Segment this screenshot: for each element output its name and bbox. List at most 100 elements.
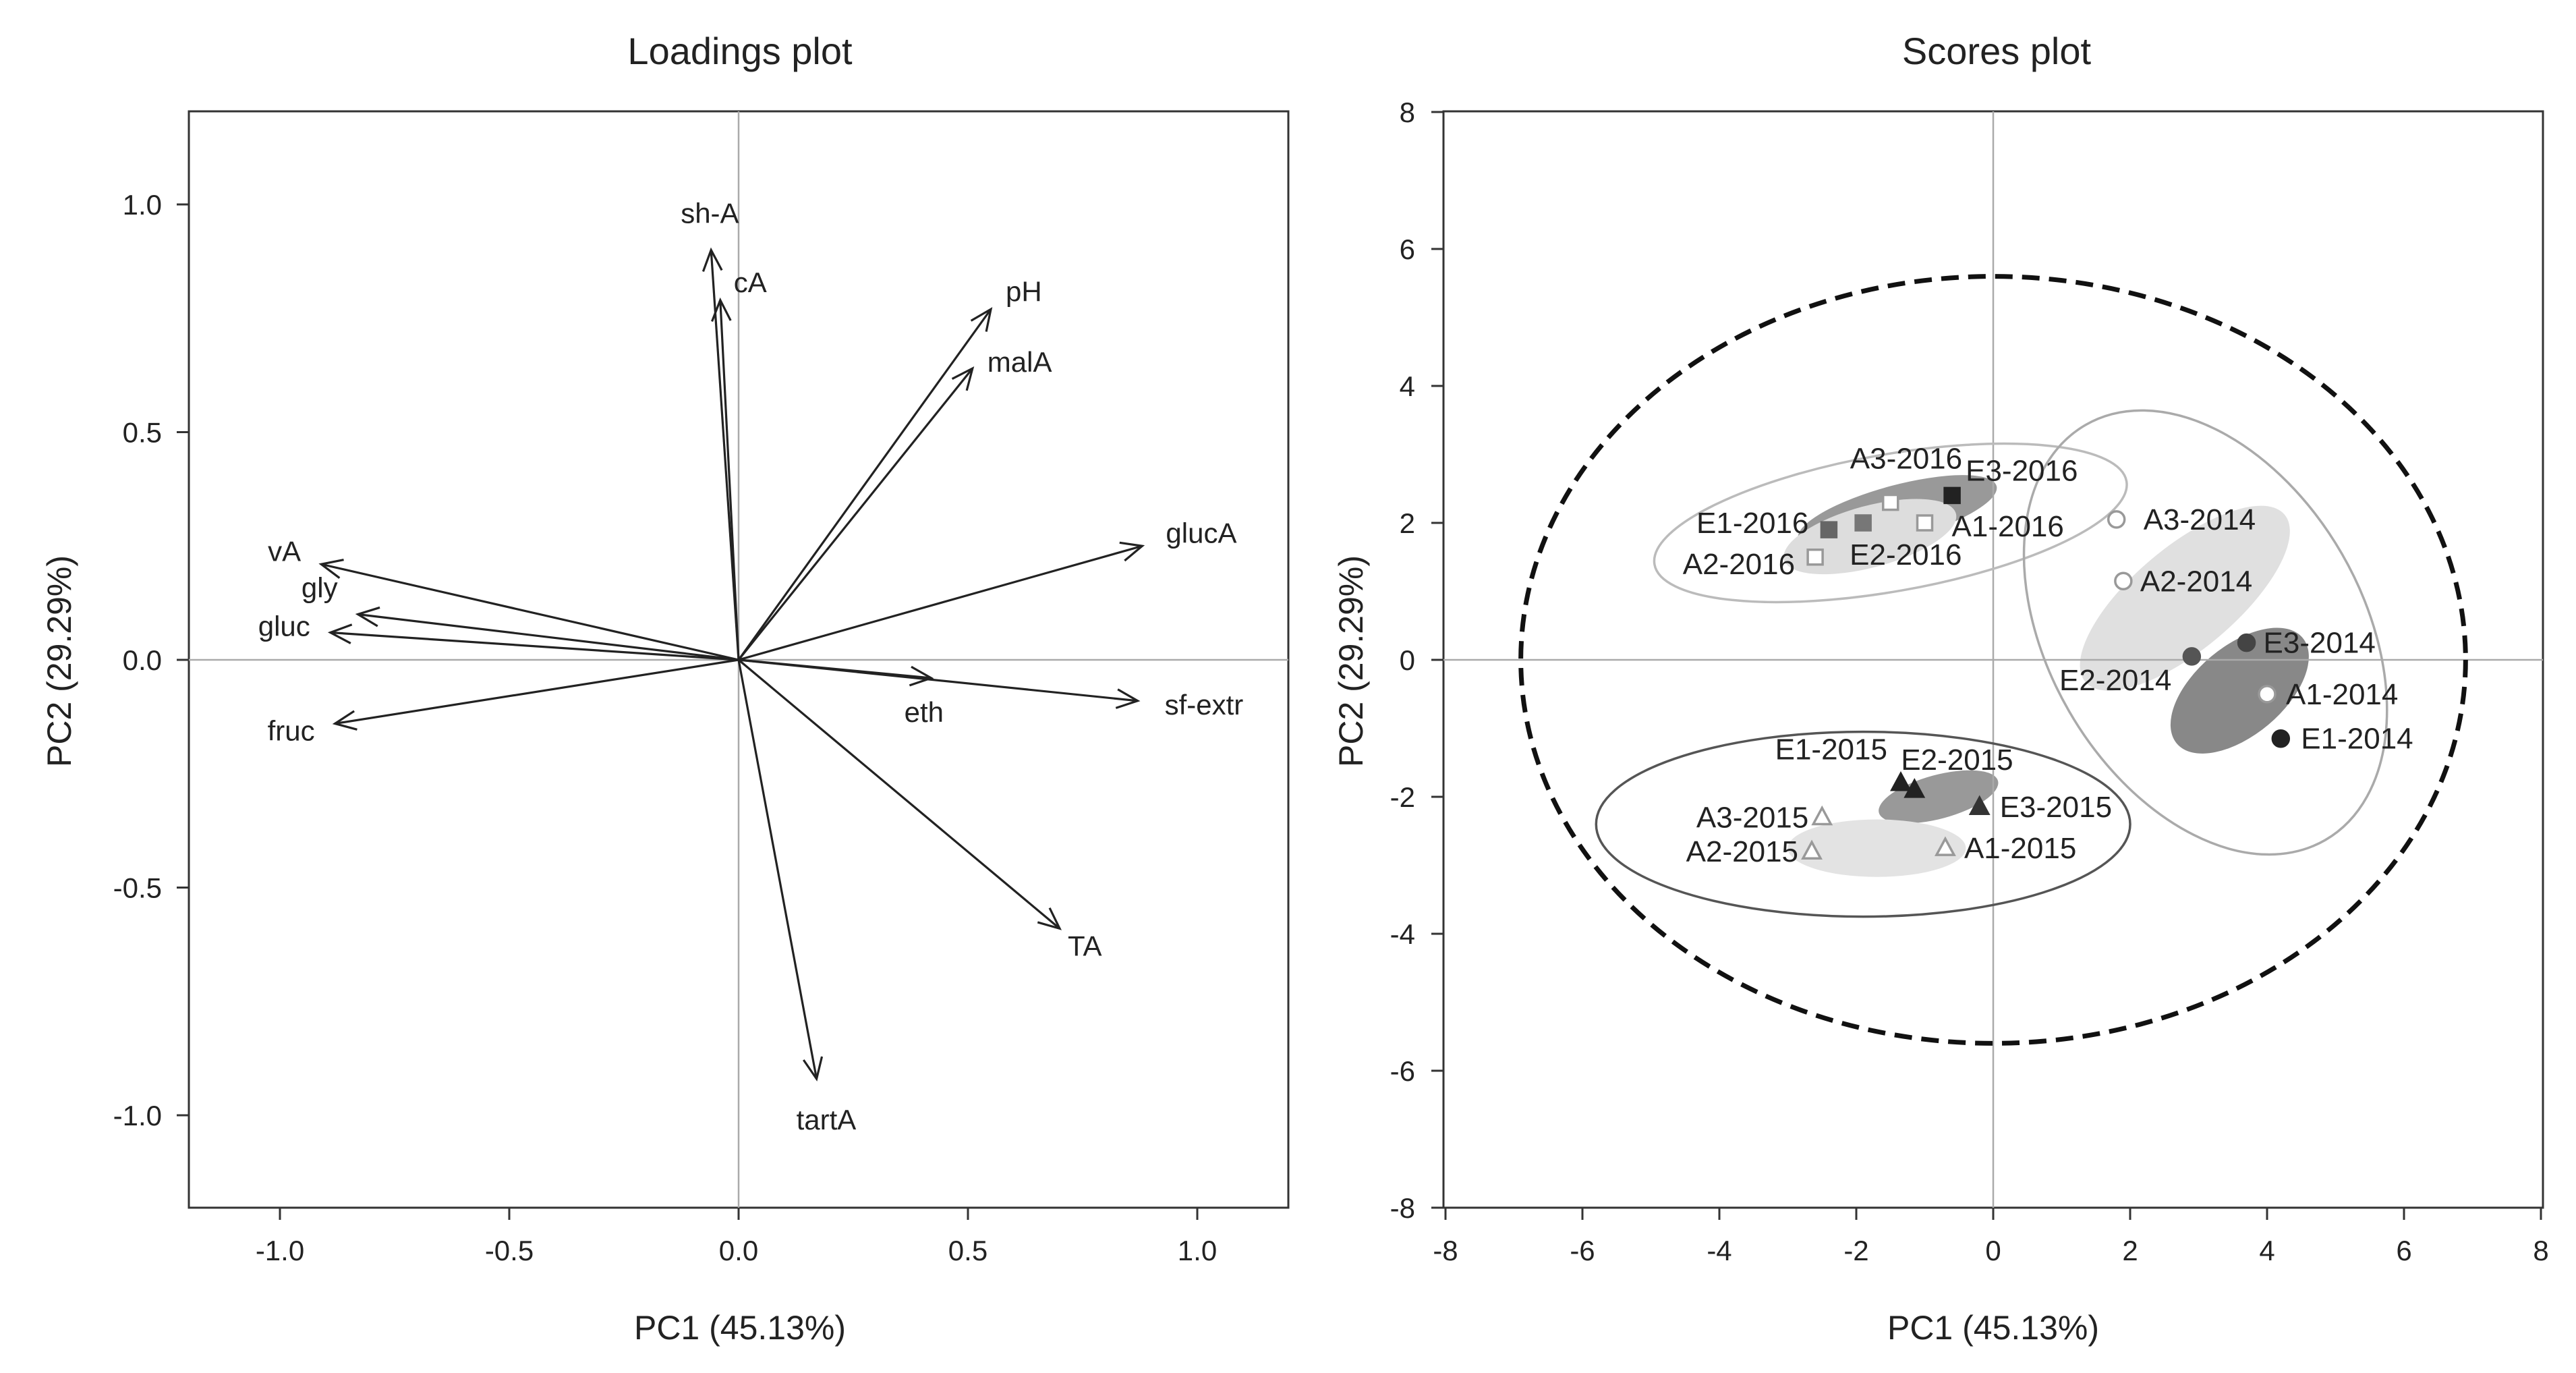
score-point-e1-2014: E1-2014 [2271, 723, 2413, 756]
loading-label-mala: malA [988, 346, 1052, 378]
ellipse-group-2014 [2022, 409, 2388, 856]
loading-arrow-head [1119, 541, 1145, 562]
score-marker [1968, 795, 1991, 815]
scores-y-tick-label: -8 [1390, 1192, 1415, 1224]
scores-axis-ticks: -8 -6 -4 -2 0 2 4 6 8 -8 -6 -4 -2 0 2 4 6 8 [1390, 96, 2549, 1266]
score-label-a3-2016: A3-2016 [1850, 443, 1962, 476]
loading-arrow-head [702, 247, 723, 272]
ellipse-group-2016 [1653, 442, 2128, 604]
score-point-e2-2014: E2-2014 [2059, 647, 2202, 697]
ellipse-overall-confidence [1518, 274, 2468, 1046]
score-label-e1-2015: E1-2015 [1775, 733, 1887, 766]
score-label-e2-2014: E2-2014 [2059, 664, 2171, 697]
loadings-y-tick-label: 0.5 [123, 417, 162, 449]
loadings-y-tick-label: 1.0 [123, 189, 162, 221]
ellipse-a-2016 [1783, 499, 1957, 575]
score-marker [2271, 729, 2291, 748]
score-point-a3-2016: A3-2016 [1850, 443, 1962, 511]
score-marker [1811, 805, 1833, 826]
loading-arrow-head [332, 710, 357, 731]
scores-y-tick-label: -4 [1390, 918, 1415, 950]
score-marker [1801, 839, 1823, 860]
loading-vector-mala: malA [737, 346, 1052, 661]
score-label-a1-2014: A1-2014 [2286, 678, 2398, 711]
loading-label-sf-extr: sf-extr [1165, 689, 1244, 721]
loadings-plot-title: Loadings plot [627, 30, 853, 72]
score-marker [1806, 549, 1824, 566]
loading-arrow-shaft [330, 631, 739, 661]
score-label-a3-2015: A3-2015 [1696, 801, 1808, 834]
scores-x-tick-label: -8 [1433, 1235, 1458, 1266]
loading-vector-ta: TA [737, 659, 1102, 961]
ellipse-e-2015 [1879, 770, 1999, 824]
score-point-e1-2015: E1-2015 [1775, 733, 1912, 791]
ellipse-a-2015 [1787, 819, 1966, 877]
score-point-a2-2015: A2-2015 [1686, 835, 1823, 868]
loading-vector-tarta: tartA [737, 659, 857, 1136]
score-point-e2-2016: E2-2016 [1850, 514, 1962, 571]
score-marker [1882, 493, 1899, 511]
loading-arrow-shaft [737, 659, 818, 1080]
scores-y-tick-label: -2 [1390, 781, 1415, 813]
score-marker [1854, 514, 1872, 532]
loadings-x-tick-label: -1.0 [256, 1235, 304, 1266]
score-point-e1-2016: E1-2016 [1696, 507, 1838, 540]
loading-vector-sf-extr: sf-extr [738, 659, 1244, 721]
loadings-panel: Loadings plot -1.0 -0.5 0.0 0.5 1.0 -1.0 -0.5 0… [40, 30, 1290, 1347]
score-label-e2-2015: E2-2015 [1901, 744, 2013, 777]
loadings-y-tick-label: -1.0 [113, 1100, 162, 1131]
loading-arrow-shaft [738, 544, 1143, 661]
loading-vector-gluca: glucA [738, 517, 1236, 661]
loading-arrow-shaft [357, 613, 739, 661]
score-label-e3-2016: E3-2016 [1966, 454, 2078, 487]
scores-x-tick-label: -6 [1570, 1235, 1595, 1266]
score-point-a3-2014: A3-2014 [2107, 503, 2256, 536]
score-label-a1-2016: A1-2016 [1952, 510, 2064, 543]
loading-arrow-head [711, 297, 732, 323]
loading-label-ca: cA [734, 267, 767, 298]
loading-arrow-shaft [738, 659, 1138, 702]
scores-y-tick-label: 8 [1400, 96, 1415, 128]
scores-y-tick-label: -6 [1390, 1055, 1415, 1087]
score-label-a2-2015: A2-2015 [1686, 835, 1798, 868]
loadings-x-tick-label: -0.5 [485, 1235, 534, 1266]
loading-vector-fruc: fruc [268, 659, 739, 747]
loading-arrow-shaft [719, 300, 740, 661]
loading-label-gluca: glucA [1166, 517, 1236, 549]
score-marker [1904, 778, 1926, 798]
score-point-e3-2016: E3-2016 [1943, 454, 2078, 505]
score-point-e2-2015: E2-2015 [1901, 744, 2013, 798]
scores-y-tick-label: 6 [1400, 233, 1415, 265]
loading-label-va: vA [268, 535, 301, 567]
loading-arrow-head [909, 665, 934, 687]
score-point-a2-2016: A2-2016 [1683, 548, 1824, 581]
score-marker [1916, 514, 1934, 532]
score-marker [1935, 836, 1956, 856]
scores-group-ellipses [1518, 274, 2468, 1046]
loading-arrow-shaft [737, 367, 974, 661]
score-marker [2182, 647, 2202, 666]
loading-vector-sh-a: sh-A [681, 198, 740, 661]
score-label-a2-2014: A2-2014 [2140, 565, 2252, 598]
loading-arrow-shaft [710, 250, 740, 661]
score-label-e3-2015: E3-2015 [2000, 791, 2112, 824]
loading-label-gly: gly [302, 572, 338, 604]
scores-x-tick-label: 8 [2533, 1235, 2548, 1266]
score-point-a2-2014: A2-2014 [2114, 565, 2252, 598]
score-point-a1-2016: A1-2016 [1916, 510, 2064, 543]
scores-x-tick-label: 6 [2396, 1235, 2411, 1266]
score-marker [2107, 510, 2126, 529]
scores-zero-lines [1443, 111, 2543, 1208]
score-point-a1-2015: A1-2015 [1935, 832, 2076, 865]
loading-arrow-shaft [737, 308, 992, 661]
scores-y-tick-label: 2 [1400, 507, 1415, 539]
score-marker [2114, 571, 2133, 591]
score-marker [1943, 486, 1961, 505]
scores-plot-title: Scores plot [1902, 30, 2092, 72]
loading-arrow-shaft [737, 659, 1061, 930]
score-label-a2-2016: A2-2016 [1683, 548, 1795, 581]
loading-arrow-head [802, 1056, 824, 1082]
loading-label-tarta: tartA [797, 1104, 857, 1136]
scores-x-tick-label: 4 [2259, 1235, 2274, 1266]
